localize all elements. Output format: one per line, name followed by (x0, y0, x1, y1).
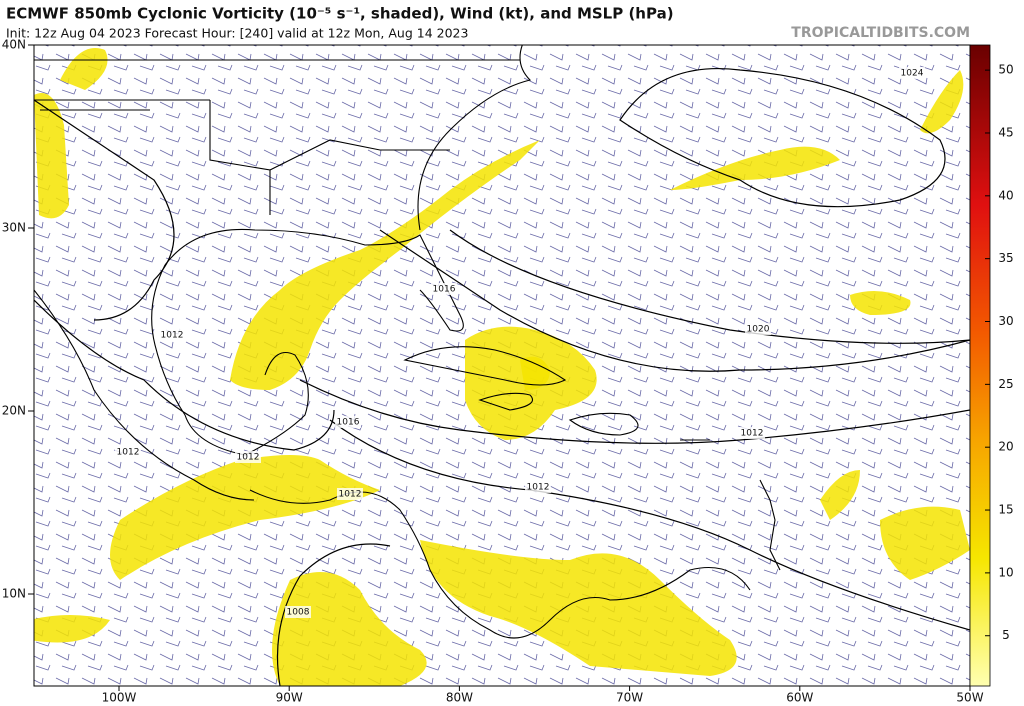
lon-label: 50W (956, 691, 983, 705)
isobar-label: 1012 (741, 429, 764, 439)
isobar-label: 1012 (339, 490, 362, 500)
isobar-label-bg (335, 416, 361, 428)
lat-label: 40N (2, 38, 26, 52)
lon-label: 70W (616, 691, 643, 705)
lat-label: 10N (2, 587, 26, 601)
isobar-label: 1012 (117, 448, 140, 458)
lon-label: 60W (786, 691, 813, 705)
isobar-label-bg (159, 329, 185, 341)
isobar-label: 1012 (237, 453, 260, 463)
isobar-label-bg (525, 481, 551, 493)
colorbar (969, 44, 991, 687)
colorbar-tick-label: 25 (998, 377, 1013, 391)
isobar-label-bg (337, 488, 363, 500)
lat-label: 20N (2, 404, 26, 418)
lon-label: 100W (102, 691, 137, 705)
isobar-label-bg (745, 323, 771, 335)
isobar-label-bg (739, 427, 765, 439)
colorbar-tick-label: 30 (998, 314, 1013, 328)
isobar-label: 1012 (161, 331, 184, 341)
colorbar-tick-label: 5 (1002, 628, 1010, 642)
isobar-label: 1024 (901, 69, 924, 79)
title: ECMWF 850mb Cyclonic Vorticity (10⁻⁵ s⁻¹… (6, 5, 674, 23)
vorticity-shading (34, 48, 970, 686)
colorbar-tick-label: 50 (998, 63, 1013, 77)
lon-label: 90W (276, 691, 303, 705)
isobar-label: 1008 (287, 608, 310, 618)
lat-label: 30N (2, 221, 26, 235)
subtitle: Init: 12z Aug 04 2023 Forecast Hour: [24… (6, 26, 468, 41)
colorbar-tick-label: 15 (998, 503, 1013, 517)
isobars (34, 67, 970, 686)
colorbar-tick-label: 40 (998, 188, 1013, 202)
isobar-label: 1016 (433, 285, 456, 295)
isobar-label-bg (235, 451, 261, 463)
colorbar-tick-label: 45 (998, 125, 1013, 139)
colorbar-tick-label: 20 (998, 440, 1013, 454)
lon-label: 80W (446, 691, 473, 705)
isobar-label: 1016 (337, 418, 360, 428)
isobar-label: 1012 (527, 483, 550, 493)
colorbar-tick-label: 10 (998, 565, 1013, 579)
isobar-label-bg (431, 283, 457, 295)
isobar-label-bg (285, 606, 311, 618)
credit: TROPICALTIDBITS.COM (791, 25, 970, 41)
isobar-label: 1020 (747, 325, 770, 335)
map (34, 45, 970, 686)
labels: 40N 30N 20N 10N 100W 90W 80W 70W 60W 50W 1024 1016 1… (2, 38, 1014, 705)
isobar-label-bg (115, 446, 141, 458)
colorbar-tick-label: 35 (998, 251, 1013, 265)
isobar-label-bg (899, 67, 925, 79)
